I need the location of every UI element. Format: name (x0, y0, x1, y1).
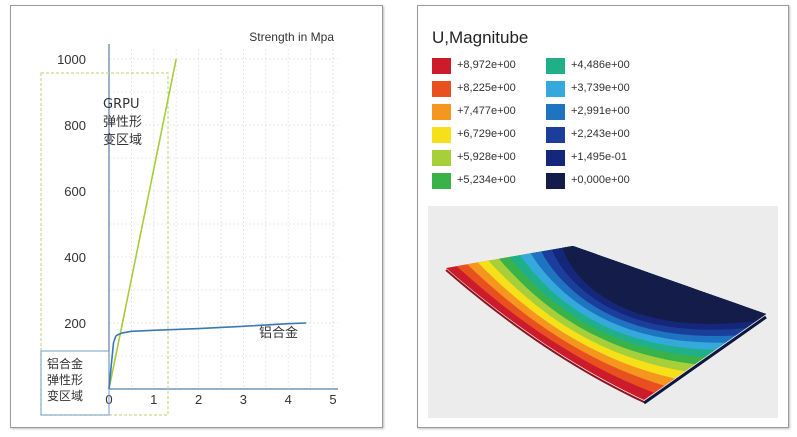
alloy-series-line (108, 322, 307, 390)
legend-label: +5,234e+00 (457, 174, 516, 186)
legend-swatch (546, 127, 565, 143)
chart-title: Strength in Mpa (249, 30, 334, 44)
plate-front-edge (445, 269, 645, 403)
legend-swatch (546, 150, 565, 166)
x-tick-label: 3 (240, 392, 247, 407)
legend-label: +2,243e+00 (571, 128, 630, 140)
y-tick-label: 600 (64, 184, 86, 199)
plate-contour-plot (445, 246, 767, 405)
legend-swatch (546, 58, 565, 74)
legend-swatch (432, 173, 451, 189)
legend-swatch (432, 58, 451, 74)
legend-label: +6,729e+00 (457, 128, 516, 140)
legend-swatch (432, 81, 451, 97)
x-tick-label: 1 (150, 392, 157, 407)
legend-swatch (432, 127, 451, 143)
legend-swatch (432, 150, 451, 166)
legend-label: +8,225e+00 (457, 82, 516, 94)
alloy-series-label: 铝合金 (259, 325, 298, 341)
legend-label: +8,972e+00 (457, 59, 516, 71)
legend-label: +5,928e+00 (457, 151, 516, 163)
legend-swatch (546, 81, 565, 97)
legend-label: +2,991e+00 (571, 105, 630, 117)
deformed-plate-render (428, 206, 778, 418)
displacement-panel: U,Magnitube +8,972e+00 +8,225e+00 +7,477e+… (417, 5, 789, 428)
y-tick-label: 1000 (57, 52, 86, 67)
x-tick-label: 2 (195, 392, 202, 407)
contour-band (564, 246, 766, 320)
legend-swatch (432, 104, 451, 120)
plate-side-edge (643, 315, 767, 405)
legend-label: +4,486e+00 (571, 59, 630, 71)
y-tick-label: 400 (64, 250, 86, 265)
legend-label: +3,739e+00 (571, 82, 630, 94)
legend-label: +7,477e+00 (457, 105, 516, 117)
legend-swatch (546, 173, 565, 189)
x-tick-label: 4 (285, 392, 292, 407)
alloy-elastic-region-label: 铝合金弹性形变区域 (47, 356, 83, 403)
y-tick-label: 200 (64, 316, 86, 331)
x-tick-label: 5 (329, 392, 336, 407)
legend-label: +1,495e-01 (571, 151, 627, 163)
grpu-elastic-region-label: GRPU 弹性形变区域 (103, 97, 142, 148)
y-tick-label: 800 (64, 118, 86, 133)
strength-chart-panel: Strength in Mpa 200 400 600 800 1000 0 1 2 3 4 5 GRP… (10, 5, 383, 428)
legend-title: U,Magnitube (432, 28, 529, 47)
legend-label: +0,000e+00 (571, 174, 630, 186)
legend-swatch (546, 104, 565, 120)
